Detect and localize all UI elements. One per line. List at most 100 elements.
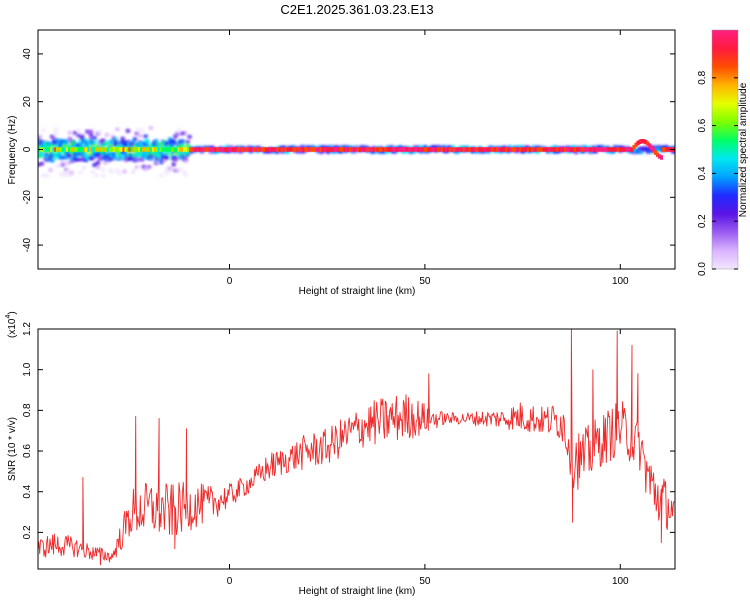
spectrogram-ridge-cell <box>370 147 374 152</box>
spectrogram-ridge-cell <box>179 147 183 152</box>
spectrogram-ridge-cell <box>151 147 155 152</box>
spectrogram-cell <box>64 155 69 160</box>
spectrogram-ridge-cell <box>302 147 306 152</box>
spectrogram-ridge-cell <box>185 147 189 152</box>
spectrogram-ridge-cell <box>636 140 640 146</box>
spectrogram-ridge-cell <box>245 147 249 152</box>
spectrogram-cell <box>44 173 50 178</box>
spectrogram-cell <box>639 150 644 155</box>
colorbar-ticks: 0.0 0.2 0.4 0.6 0.8 <box>697 70 738 276</box>
spectrogram-cell <box>79 136 85 141</box>
spectrogram-ridge-cell <box>142 147 146 152</box>
spectrogram-ridge-cell <box>265 147 269 152</box>
spectrogram-ridge-cell <box>644 139 648 145</box>
spectrogram-ridge-cell <box>419 147 423 152</box>
spectrogram-ridge-cell <box>472 147 476 152</box>
snr-scale-base: (x10 <box>7 318 18 338</box>
spectrogram-cell <box>122 140 127 145</box>
spectrogram-ridge-cell <box>439 147 443 152</box>
spectrogram-ridge-cell <box>528 147 533 152</box>
spectrogram-ridge-cell <box>526 147 531 152</box>
spectrogram-cell <box>166 150 171 155</box>
spectrogram-ridge-cell <box>226 147 230 152</box>
snr-frame <box>37 328 676 570</box>
snr-panel: 0.2 0.4 0.6 0.8 1.0 1.2 0 50 100 Height of stra… <box>5 311 676 597</box>
snr-x-ticks: 0 50 100 <box>227 329 629 587</box>
spectrogram-cell <box>285 149 291 154</box>
spectrogram-cell <box>48 167 53 172</box>
spectrogram-cell <box>67 173 73 178</box>
spectrogram-cell <box>62 145 67 150</box>
spectrogram-ridge-cell <box>399 147 404 152</box>
spectrogram-ridge-cell <box>237 147 241 152</box>
spectrogram-cell <box>122 169 127 174</box>
spectrogram-ridge-cell <box>128 147 132 152</box>
spectrogram-ridge-cell <box>351 147 355 152</box>
spectrogram-cell <box>53 127 59 132</box>
spectrogram-ridge-cell <box>339 147 343 152</box>
spectrogram-ridge-cell <box>620 147 624 152</box>
spectrogram-ridge-cell <box>292 147 296 152</box>
spectrogram-ridge-cell <box>626 147 630 152</box>
spectrogram-cell <box>71 149 76 154</box>
spectrogram-ridge-cell <box>376 147 380 152</box>
spectrogram-cell <box>57 153 62 158</box>
spectrogram-cell <box>162 158 168 163</box>
spectrogram-ridge-cell <box>571 147 576 152</box>
spectrogram-ridge-cell <box>355 147 359 152</box>
spectrogram-ridge-cell <box>657 154 662 159</box>
spectrogram-ridge-cell <box>368 147 372 152</box>
spectrogram-ridge-cell <box>503 147 507 152</box>
spectrogram-cell <box>208 149 213 154</box>
spectrogram-ridge-cell <box>511 147 515 152</box>
spectrogram-cell <box>152 142 157 147</box>
spectrogram-ridge-cell <box>167 147 171 152</box>
spectrogram-ridge-cell <box>343 147 347 152</box>
spectrogram-ridge-cell <box>173 147 177 152</box>
spectrogram-ridge-cell <box>356 147 361 152</box>
spectrogram-cell <box>134 131 139 136</box>
spectrogram-ridge-cell <box>642 139 646 144</box>
spectrogram-cell <box>145 143 150 148</box>
spectrogram-ridge-cell <box>515 147 519 152</box>
spectrogram-ridge-cell <box>665 147 669 152</box>
spectrogram-ridge-cell <box>251 147 255 152</box>
spectrogram-ridge-cell <box>56 147 60 152</box>
spectrogram-cell <box>97 129 103 134</box>
spectrogram-ridge-cell <box>267 147 271 152</box>
spectrogram-ridge-cell <box>523 147 527 152</box>
spectrogram-ridge-cell <box>288 147 292 152</box>
spectrogram-cell <box>113 139 118 144</box>
spectrogram-ridge-cell <box>440 147 445 152</box>
spectrogram-ridge-cell <box>81 147 85 152</box>
spectrogram-ridge-cell <box>300 147 304 152</box>
spectrogram-cell <box>94 173 99 178</box>
spectrogram-ridge-cell <box>407 147 411 152</box>
snr-scale-multiplier: (x104) <box>5 311 18 338</box>
spectrogram-cell <box>92 140 97 145</box>
spectrogram-cell <box>164 155 169 160</box>
spectrogram-y-tick-label: -40 <box>22 237 33 252</box>
spectrogram-ridge-cell <box>306 147 310 152</box>
spectrogram-cell <box>157 154 162 159</box>
spectrogram-ridge-cell <box>208 147 212 152</box>
spectrogram-ridge-cell <box>249 147 253 152</box>
spectrogram-ridge-cell <box>253 147 257 152</box>
spectrogram-cell <box>69 159 74 164</box>
spectrogram-ridge-cell <box>196 147 200 152</box>
spectrogram-x-tick-label: 0 <box>227 276 233 287</box>
spectrogram-ridge-cell <box>294 147 298 152</box>
spectrogram-ridge-cell <box>75 147 79 152</box>
spectrogram-ridge-cell <box>220 147 224 152</box>
spectrogram-ridge-cell <box>91 147 95 152</box>
spectrogram-cell <box>90 169 96 174</box>
spectrogram-ridge-cell <box>212 147 216 152</box>
spectrogram-ridge-cell <box>546 147 550 152</box>
spectrogram-ridge-cell <box>304 147 308 152</box>
spectrogram-cell <box>67 130 73 135</box>
spectrogram-ridge-cell <box>380 147 384 152</box>
spectrogram-cell <box>125 139 131 144</box>
spectrogram-ridge-cell <box>495 147 499 152</box>
spectrogram-cell <box>174 132 180 137</box>
spectrogram-cell <box>104 154 110 159</box>
